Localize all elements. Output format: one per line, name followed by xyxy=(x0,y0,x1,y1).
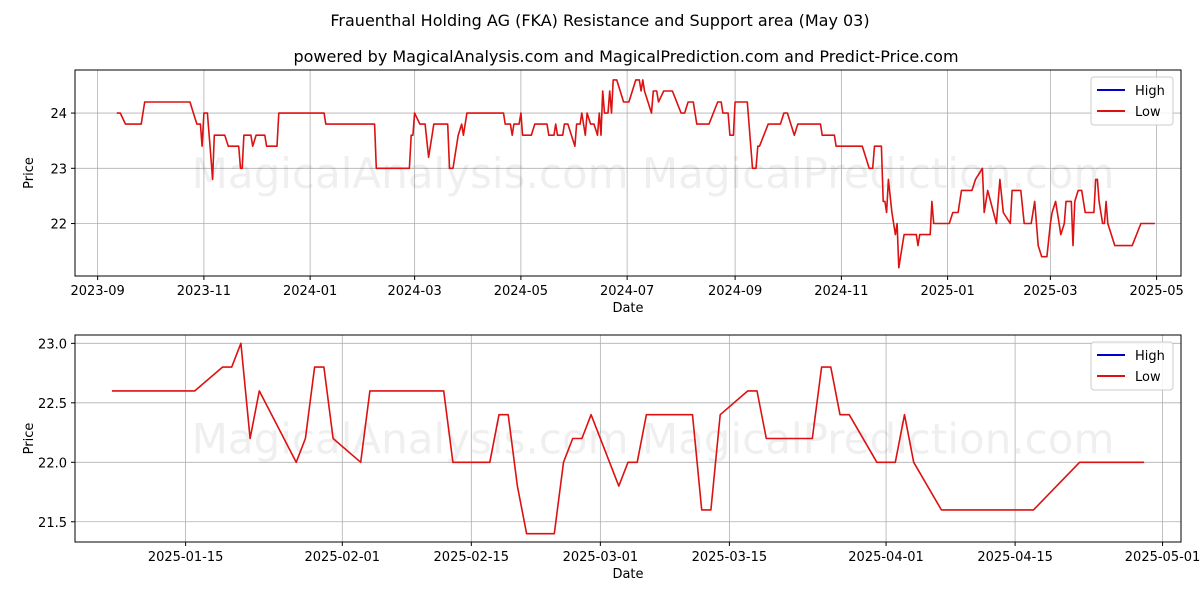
legend-label-high: High xyxy=(1135,349,1165,364)
plot-frame xyxy=(74,334,1182,543)
x-tick-label: 2025-04-15 xyxy=(977,550,1053,565)
x-tick-label: 2023-11 xyxy=(177,284,231,299)
x-tick-label: 2024-03 xyxy=(387,284,441,299)
y-axis-label: Price xyxy=(22,423,37,455)
x-axis-label: Date xyxy=(612,567,643,582)
x-tick-label: 2024-09 xyxy=(708,284,762,299)
x-tick-label: 2025-01-15 xyxy=(148,550,224,565)
x-tick-label: 2025-03-01 xyxy=(563,550,639,565)
x-tick-label: 2024-05 xyxy=(494,284,548,299)
legend-label-high: High xyxy=(1135,84,1165,99)
x-tick-label: 2025-05 xyxy=(1129,284,1183,299)
y-tick-label: 23 xyxy=(50,162,67,177)
x-tick-label: 2024-07 xyxy=(600,284,654,299)
legend-label-low: Low xyxy=(1135,370,1161,385)
series-line-low xyxy=(116,79,1155,269)
series-line-low xyxy=(111,342,1145,535)
lower-chart: MagicalAnalysis.com MagicalPrediction.co… xyxy=(22,334,1200,582)
x-tick-label: 2025-05-01 xyxy=(1125,550,1200,565)
x-tick-label: 2024-11 xyxy=(814,284,868,299)
y-tick-label: 22.5 xyxy=(38,397,67,412)
y-tick-label: 21.5 xyxy=(38,516,67,531)
x-tick-label: 2025-03 xyxy=(1023,284,1077,299)
legend-label-low: Low xyxy=(1135,105,1161,120)
upper-chart: MagicalAnalysis.com MagicalPrediction.co… xyxy=(22,69,1184,316)
x-tick-label: 2025-02-15 xyxy=(434,550,510,565)
y-axis-label: Price xyxy=(22,157,37,189)
watermark: MagicalAnalysis.com MagicalPrediction.co… xyxy=(192,415,1115,464)
x-tick-label: 2025-04-01 xyxy=(848,550,924,565)
chart-title: Frauenthal Holding AG (FKA) Resistance a… xyxy=(330,11,869,30)
y-tick-label: 23.0 xyxy=(38,337,67,352)
x-tick-label: 2025-03-15 xyxy=(692,550,768,565)
y-tick-label: 22 xyxy=(50,218,67,233)
x-tick-label: 2025-02-01 xyxy=(305,550,381,565)
x-tick-label: 2025-01 xyxy=(920,284,974,299)
x-axis-label: Date xyxy=(612,301,643,316)
y-tick-label: 24 xyxy=(50,107,67,122)
chart-subtitle: powered by MagicalAnalysis.com and Magic… xyxy=(293,47,958,66)
x-tick-label: 2023-09 xyxy=(70,284,124,299)
plot-frame xyxy=(74,69,1182,277)
x-tick-label: 2024-01 xyxy=(283,284,337,299)
y-tick-label: 22.0 xyxy=(38,456,67,471)
watermark: MagicalAnalysis.com MagicalPrediction.co… xyxy=(192,149,1115,198)
